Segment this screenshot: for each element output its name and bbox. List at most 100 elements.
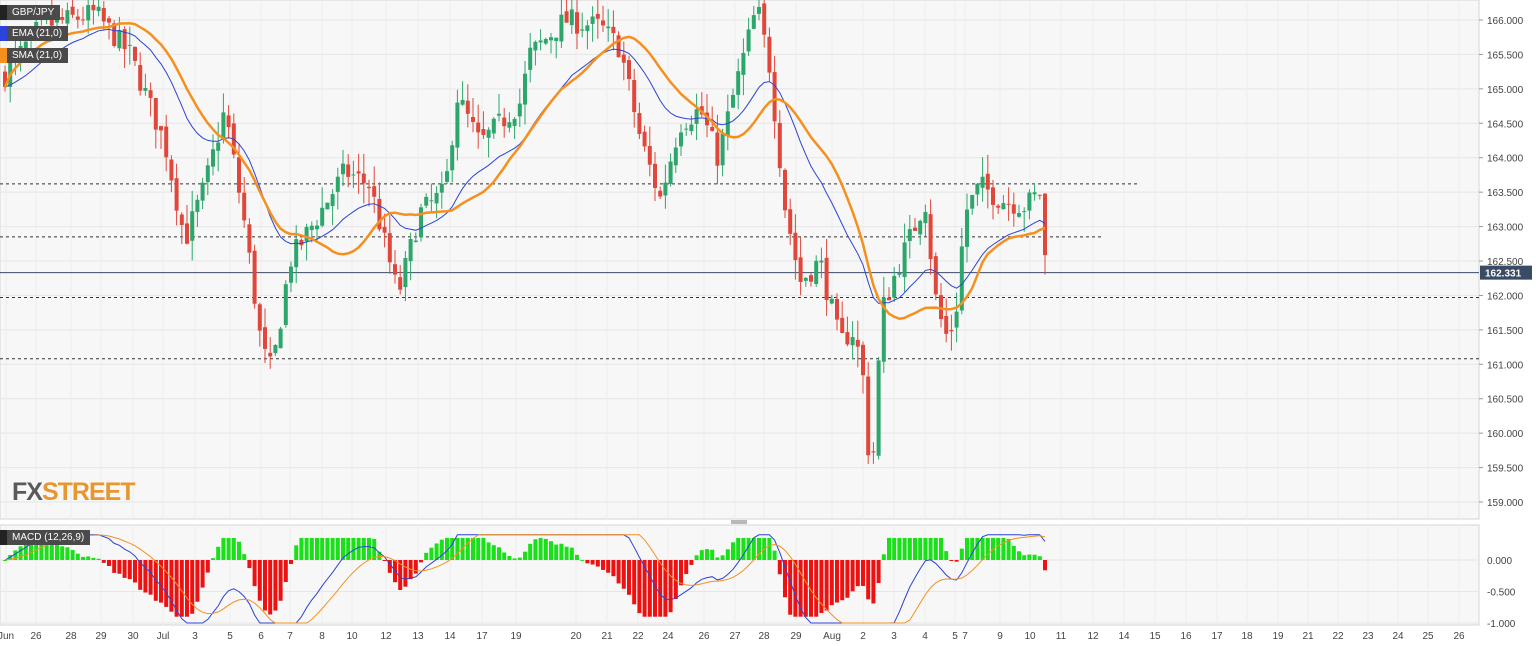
candle-body xyxy=(861,344,865,376)
candle-body xyxy=(429,200,434,202)
macd-histogram-bar xyxy=(933,537,938,560)
macd-histogram-bar xyxy=(970,537,975,560)
candle-body xyxy=(330,194,335,207)
candle-body xyxy=(746,29,751,52)
macd-histogram-bar xyxy=(257,560,262,601)
macd-histogram-bar xyxy=(907,537,912,560)
macd-histogram-bar xyxy=(330,537,335,560)
macd-histogram-bar xyxy=(1032,554,1037,560)
macd-histogram-bar xyxy=(231,537,236,560)
price-tick-label: 159.000 xyxy=(1487,498,1524,509)
macd-histogram-bar xyxy=(75,553,80,560)
date-tick-label: 13 xyxy=(412,631,424,642)
candle-body xyxy=(294,239,299,268)
candle-body xyxy=(341,163,345,175)
macd-histogram-bar xyxy=(897,537,902,560)
macd-histogram-bar xyxy=(814,560,819,617)
candle-body xyxy=(855,339,860,347)
candle-body xyxy=(60,17,65,20)
legend-ema: EMA (21,0) xyxy=(0,26,69,41)
macd-histogram-bar xyxy=(60,546,65,560)
macd-histogram-bar xyxy=(824,560,829,611)
macd-histogram-bar xyxy=(138,560,143,590)
candle-body xyxy=(653,163,657,188)
candle-body xyxy=(195,199,200,212)
macd-histogram-bar xyxy=(939,537,943,560)
date-tick-label: 26 xyxy=(30,631,42,642)
candle-body xyxy=(34,21,39,28)
date-axis: Jun 26 28 29 30 Jul 3 5 6 7 8 10 12 13 14 17 19 20 21 22 24 2… xyxy=(0,631,1465,642)
macd-histogram-bar xyxy=(725,549,730,560)
price-tick-label: 161.000 xyxy=(1487,360,1524,371)
legend-macd: MACD (12,26,9) xyxy=(0,530,91,545)
macd-histogram-bar xyxy=(543,538,548,560)
macd-histogram-bar xyxy=(465,537,470,560)
candle-body xyxy=(668,161,673,184)
candle-body xyxy=(476,122,481,133)
macd-histogram-bar xyxy=(424,552,429,560)
candle-body xyxy=(70,6,75,15)
candle-body xyxy=(793,232,798,261)
macd-histogram-bar xyxy=(637,560,642,614)
macd-histogram-bar xyxy=(247,560,252,569)
macd-histogram-bar xyxy=(699,550,704,560)
legend-macd-label: MACD (12,26,9) xyxy=(12,532,85,543)
macd-histogram-bar xyxy=(23,543,28,560)
date-tick-label: 30 xyxy=(127,631,139,642)
macd-histogram-bar xyxy=(595,560,600,567)
candle-body xyxy=(268,352,273,357)
candle-body xyxy=(913,227,917,231)
candle-body xyxy=(996,205,1001,208)
legend-sma: SMA (21,0) xyxy=(0,48,69,63)
candle-body xyxy=(949,329,954,332)
macd-histogram-bar xyxy=(101,560,106,563)
date-tick-label: 19 xyxy=(1272,631,1284,642)
candle-body xyxy=(757,7,761,14)
candle-body xyxy=(559,14,564,42)
macd-histogram xyxy=(3,534,1047,624)
macd-histogram-bar xyxy=(569,547,574,560)
price-tick-label: 162.500 xyxy=(1487,257,1524,268)
candle-body xyxy=(263,327,267,349)
macd-histogram-bar xyxy=(419,560,423,563)
macd-histogram-bar xyxy=(133,560,137,583)
macd-histogram-bar xyxy=(49,541,54,560)
macd-histogram-bar xyxy=(517,557,522,560)
candle-body xyxy=(642,131,647,147)
candle-body xyxy=(1011,204,1016,214)
macd-histogram-bar xyxy=(1001,537,1006,560)
candle-body xyxy=(829,298,834,304)
date-tick-label: 21 xyxy=(1302,631,1314,642)
candle-body xyxy=(403,258,408,288)
candle-body xyxy=(398,277,403,290)
candle-body xyxy=(866,376,871,456)
candle-body xyxy=(335,176,340,192)
macd-histogram-bar xyxy=(533,539,538,560)
candle-body xyxy=(1017,213,1021,217)
candle-body xyxy=(918,220,923,235)
candle-body xyxy=(278,328,283,349)
candle-body xyxy=(933,256,938,295)
panel-resize-handle[interactable] xyxy=(731,520,747,524)
candle-body xyxy=(881,297,886,362)
candle-body xyxy=(595,13,600,19)
candle-body xyxy=(101,8,106,22)
macd-histogram-bar xyxy=(580,559,585,561)
macd-histogram-bar xyxy=(855,560,860,587)
macd-histogram-bar xyxy=(793,560,798,617)
candle-body xyxy=(226,115,231,128)
macd-histogram-bar xyxy=(299,537,304,560)
candle-body xyxy=(112,23,117,46)
macd-histogram-bar xyxy=(18,546,23,560)
macd-histogram-bar xyxy=(689,560,694,565)
candle-body xyxy=(450,145,455,171)
macd-histogram-bar xyxy=(991,537,995,560)
macd-histogram-bar xyxy=(387,560,392,573)
candle-body xyxy=(512,118,517,126)
candle-body xyxy=(783,169,787,211)
candle-body xyxy=(944,315,949,334)
candle-body xyxy=(845,332,850,345)
macd-histogram-bar xyxy=(273,560,278,611)
candle-body xyxy=(315,225,319,230)
candle-body xyxy=(585,25,590,32)
